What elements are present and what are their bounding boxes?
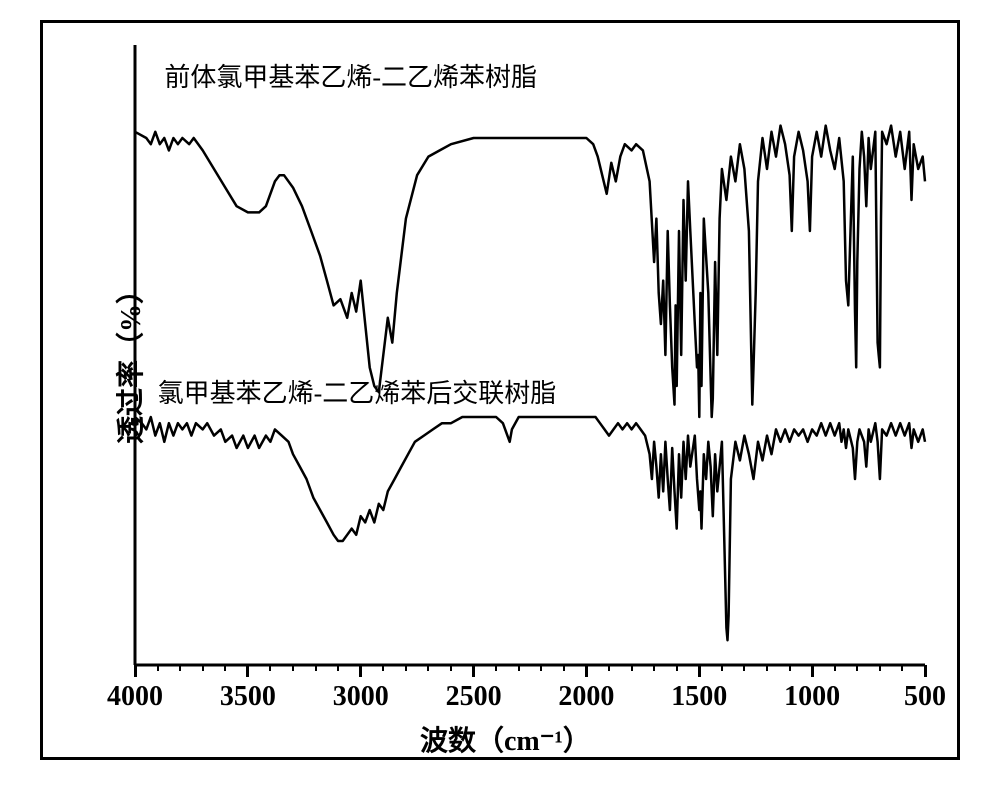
x-tick-minor bbox=[608, 665, 610, 671]
x-tick-minor bbox=[224, 665, 226, 671]
x-tick-minor bbox=[382, 665, 384, 671]
x-tick-label: 2500 bbox=[446, 681, 502, 713]
x-tick-minor bbox=[653, 665, 655, 671]
x-tick-major bbox=[246, 665, 249, 677]
x-tick-major bbox=[472, 665, 475, 677]
x-tick-minor bbox=[563, 665, 565, 671]
x-tick-minor bbox=[450, 665, 452, 671]
x-tick-minor bbox=[631, 665, 633, 671]
x-tick-minor bbox=[427, 665, 429, 671]
x-tick-minor bbox=[337, 665, 339, 671]
x-tick-major bbox=[585, 665, 588, 677]
spectrum-post-crosslinked bbox=[135, 417, 925, 640]
x-tick-minor bbox=[856, 665, 858, 671]
x-tick-label: 3000 bbox=[333, 681, 389, 713]
x-tick-label: 3500 bbox=[220, 681, 276, 713]
x-tick-minor bbox=[495, 665, 497, 671]
x-tick-label: 1000 bbox=[784, 681, 840, 713]
x-tick-minor bbox=[269, 665, 271, 671]
x-tick-label: 4000 bbox=[107, 681, 163, 713]
x-tick-minor bbox=[292, 665, 294, 671]
x-tick-minor bbox=[202, 665, 204, 671]
x-tick-major bbox=[359, 665, 362, 677]
x-tick-label: 1500 bbox=[671, 681, 727, 713]
x-tick-minor bbox=[518, 665, 520, 671]
x-tick-minor bbox=[405, 665, 407, 671]
x-tick-major bbox=[134, 665, 137, 677]
x-tick-label: 500 bbox=[904, 681, 946, 713]
x-tick-minor bbox=[721, 665, 723, 671]
x-tick-minor bbox=[789, 665, 791, 671]
x-tick-minor bbox=[540, 665, 542, 671]
x-tick-minor bbox=[179, 665, 181, 671]
x-tick-minor bbox=[676, 665, 678, 671]
x-tick-major bbox=[924, 665, 927, 677]
x-tick-major bbox=[811, 665, 814, 677]
series-annotation: 氯甲基苯乙烯-二乙烯苯后交联树脂 bbox=[158, 373, 557, 410]
series-annotation: 前体氯甲基苯乙烯-二乙烯苯树脂 bbox=[164, 57, 537, 94]
x-tick-minor bbox=[315, 665, 317, 671]
x-tick-minor bbox=[743, 665, 745, 671]
x-tick-minor bbox=[766, 665, 768, 671]
x-tick-minor bbox=[879, 665, 881, 671]
x-tick-minor bbox=[901, 665, 903, 671]
x-tick-label: 2000 bbox=[558, 681, 614, 713]
x-tick-minor bbox=[834, 665, 836, 671]
x-tick-major bbox=[698, 665, 701, 677]
x-tick-minor bbox=[157, 665, 159, 671]
